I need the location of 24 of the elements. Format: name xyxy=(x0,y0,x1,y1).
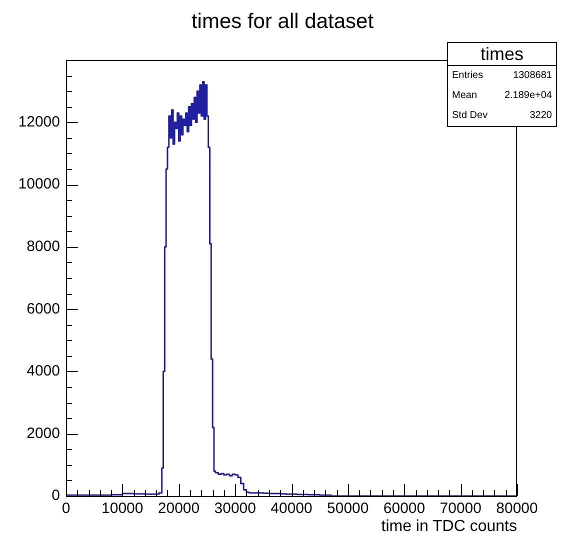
y-tick-label: 6000 xyxy=(26,300,60,318)
x-tick-label: 80000 xyxy=(496,500,538,518)
text: 3220 xyxy=(530,109,552,123)
x-axis-title: time in TDC counts xyxy=(381,518,517,536)
annotation: Std Dev xyxy=(452,109,488,123)
annotation: 1308681 xyxy=(513,69,552,83)
chart-title: times for all dataset xyxy=(190,10,375,34)
x-tick-label: 20000 xyxy=(158,500,200,518)
x-tick-label: 60000 xyxy=(383,500,426,518)
x-tick-label: 40000 xyxy=(270,500,312,518)
annotation: 2.189e+04 xyxy=(504,89,552,103)
y-tick-label: 0 xyxy=(52,487,60,504)
y-tick-label: 12000 xyxy=(18,113,60,130)
x-tick-label: 10000 xyxy=(102,500,144,518)
y-tick-label: 8000 xyxy=(26,238,60,255)
x-tick-label: 30000 xyxy=(214,500,256,518)
annotation: Entries xyxy=(452,69,484,83)
annotation: times xyxy=(448,43,556,66)
annotation: Mean xyxy=(452,89,478,103)
x-tick-label: 50000 xyxy=(327,500,369,518)
y-tick-label: 4000 xyxy=(26,362,60,380)
y-tick-label: 2000 xyxy=(26,424,60,442)
x-tick-label: 70000 xyxy=(440,500,482,518)
y-tick-label: 10000 xyxy=(18,176,60,193)
